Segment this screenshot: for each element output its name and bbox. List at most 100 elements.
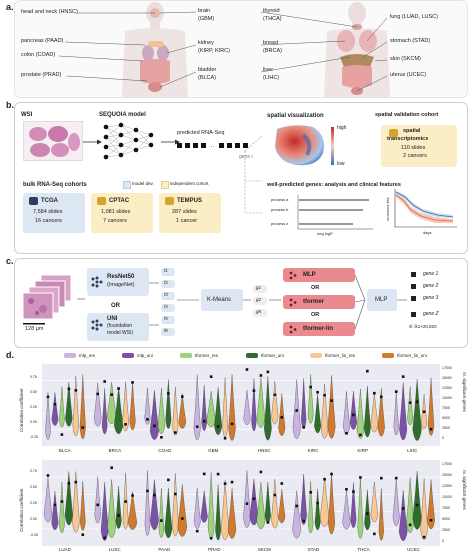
sig-genes-marker-mlp_uni-skcm — [252, 497, 256, 501]
sig-genes-marker-tformer_uni-kirc — [316, 390, 319, 394]
sig-genes-marker-tformer_uni-luad — [67, 482, 71, 485]
violin-mlp_uni-blca — [51, 392, 59, 426]
sig-genes-marker-mlp_res-hnsc — [245, 368, 249, 371]
violin-tformer_lin_res-thca — [370, 481, 379, 523]
sig-genes-marker-tformer_lin_uni-brca — [131, 381, 134, 384]
mlp-box — [283, 268, 355, 282]
sig-genes-marker-mlp_uni-blca — [53, 402, 57, 406]
cluster-gk-label: gK — [256, 309, 262, 314]
sig-genes-marker-tformer_lin_res-stad — [323, 477, 326, 481]
sig-genes-marker-mlp_uni-lusc — [103, 536, 106, 540]
cancer-lihc: (LIHC) — [263, 75, 280, 81]
cancer-thca: (THCA) — [263, 16, 282, 22]
x-category-hnsc: HNSC — [257, 448, 271, 453]
rtick-bottom-7: 0 — [442, 539, 444, 543]
mlp-label: MLP — [303, 272, 316, 278]
violin-tformer_uni-paad — [164, 487, 173, 539]
model-dev-swatch — [123, 181, 131, 189]
violin-tformer_res-ucec — [406, 477, 415, 534]
sig-genes-marker-tformer_res-kirc — [309, 385, 312, 389]
sig-genes-marker-tformer_lin_uni-prad — [230, 480, 234, 484]
sig-genes-marker-tformer_uni-gbm — [216, 425, 220, 428]
violin-tformer_lin_uni-luad — [80, 481, 86, 531]
violin-tformer_uni-kirc — [314, 393, 322, 434]
arrow-model-pred — [161, 139, 180, 145]
sig-genes-marker-mlp_uni-gbm — [202, 419, 206, 423]
violin-tformer_res-stad — [308, 481, 314, 534]
ytick-top-1: 0.50 — [30, 390, 37, 394]
legend-swatch-tformer-lin-res — [310, 353, 322, 358]
cancer-kirp-kirc: (KIRP, KIRC) — [198, 48, 230, 54]
cluster-g1-label: g1 — [256, 285, 262, 290]
violin-tformer_res-luad — [59, 481, 65, 534]
violin-tformer_lin_uni-brca — [129, 382, 136, 431]
violin-mlp_uni-luad — [51, 491, 59, 530]
violin-tformer_lin_uni-gbm — [228, 374, 236, 441]
sig-genes-marker-tformer_res-brca — [110, 393, 113, 396]
violin-tformer_lin_res-blca — [72, 375, 80, 437]
spatial-slides: 110 slides — [401, 145, 426, 151]
sig-genes-marker-tformer_lin_uni-lusc — [131, 494, 134, 497]
violin-tformer_lin_res-luad — [72, 471, 80, 533]
violin-tformer_res-skcm — [256, 481, 266, 530]
resnet-net-icon — [91, 276, 103, 288]
violin-mlp_res-prad — [193, 487, 201, 530]
feature-f4-label: f4 — [164, 304, 168, 309]
sig-genes-marker-tformer_lin_uni-paad — [180, 517, 184, 520]
sig-genes-marker-tformer_lin_uni-hnsc — [280, 416, 284, 419]
sig-genes-marker-tformer_res-lihc — [408, 401, 412, 404]
sig-genes-marker-mlp_res-luad — [46, 474, 50, 477]
violin-tformer_res-lusc — [107, 479, 116, 538]
feature-f2: f2 — [161, 280, 175, 288]
ytick-top-3: 0.00 — [30, 420, 37, 424]
sig-genes-marker-tformer_lin_res-luad — [74, 480, 78, 484]
resnet-sub: (ImageNet) — [107, 282, 135, 288]
mlp-out-label: MLP — [375, 297, 388, 303]
sig-genes-marker-mlp_res-thca — [345, 488, 348, 491]
violin-tformer_lin_uni-thca — [378, 488, 384, 541]
rtick-bottom-1: 15000 — [442, 473, 452, 477]
rtick-top-4: 7500 — [442, 406, 450, 410]
spatial-heatmap — [273, 123, 327, 167]
ylabel-right-bottom: nr. significant genes — [462, 470, 467, 510]
panel-c: 128 μm ResNet50 (ImageNet) OR UNI (found… — [14, 258, 468, 348]
sig-genes-marker-tformer_uni-prad — [216, 472, 220, 476]
sig-genes-marker-mlp_uni-ucec — [401, 507, 405, 510]
kmeans-box — [201, 289, 243, 311]
well-pred-title: well-predicted genes: analysis and clini… — [267, 182, 401, 188]
violin-tformer_lin_res-kirc — [320, 383, 329, 439]
survival-curve — [394, 189, 457, 228]
violin-tformer_uni-brca — [114, 386, 124, 434]
violin-tformer_lin_uni-hnsc — [278, 393, 286, 436]
ytick-bottom-2: 0.25 — [30, 501, 37, 505]
gene-i-label: gene i — [239, 154, 253, 160]
spatial-cancers: 2 cancers — [403, 153, 427, 159]
violin-mlp_uni-ucec — [398, 490, 408, 541]
violin-tformer_lin_res-skcm — [271, 479, 279, 529]
violin-tformer_lin_uni-ucec — [427, 479, 435, 530]
violin-tformer_lin_uni-prad — [227, 488, 237, 539]
cptac-slides: 1,081 slides — [101, 209, 131, 215]
violin-mlp_res-thca — [342, 490, 351, 530]
or-label-1: OR — [111, 303, 120, 309]
sig-genes-marker-mlp_res-paad — [146, 489, 149, 493]
gene-2-square — [411, 284, 416, 289]
cancer-thyroid: thyroid — [263, 8, 280, 14]
sig-genes-marker-tformer_uni-lusc — [117, 514, 120, 517]
violin-tformer_uni-hnsc — [264, 376, 272, 441]
sig-genes-marker-tformer_lin_uni-thca — [379, 476, 383, 480]
cluster-g2-label: g2 — [256, 297, 262, 302]
violin-tformer_uni-stad — [314, 488, 321, 531]
rtick-top-7: 0 — [442, 436, 444, 440]
sig-genes-marker-mlp_res-brca — [96, 392, 100, 396]
low-label: low — [337, 161, 345, 167]
legend-item-tformer-uni: tformer_uni — [246, 353, 284, 358]
violin-tformer_lin_uni-kirp — [377, 388, 385, 437]
sig-genes-marker-tformer_uni-kirp — [366, 369, 369, 373]
x-category-ucec: UCEC — [407, 547, 420, 552]
feature-f3: f3 — [161, 292, 175, 300]
feature-f3-label: f3 — [164, 292, 168, 297]
sig-genes-marker-mlp_res-prad — [195, 529, 199, 533]
wsi-thumbnail — [23, 121, 83, 161]
tcga-slides: 7,584 slides — [33, 209, 63, 215]
